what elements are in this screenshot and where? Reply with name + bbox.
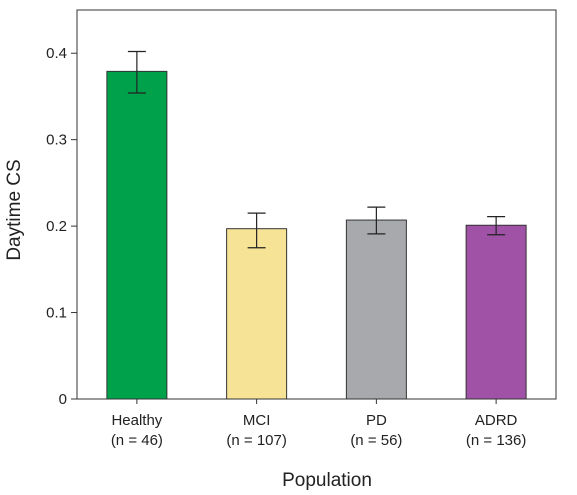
y-tick-label: 0.3: [46, 132, 67, 149]
x-tick-sublabel: (n = 107): [226, 432, 286, 449]
bar: [106, 70, 168, 400]
y-axis-title: Daytime CS: [4, 159, 25, 260]
x-tick-label: ADRD: [475, 412, 518, 429]
x-tick-sublabel: (n = 56): [350, 432, 402, 449]
plot-area: 0 0.1 0.2 0.3 0.4 Healthy (n = 46) MCI (n = 107)…: [46, 9, 557, 449]
y-tick-label: 0: [59, 391, 67, 408]
bar: [345, 219, 407, 400]
x-tick-label: PD: [366, 412, 387, 429]
x-axis-title: Population: [282, 470, 372, 491]
bar: [465, 224, 527, 400]
y-tick-label: 0.4: [46, 45, 67, 62]
x-tick-sublabel: (n = 46): [111, 432, 163, 449]
x-tick-label: Healthy: [111, 412, 162, 429]
y-tick-label: 0.2: [46, 218, 67, 235]
y-tick-label: 0.1: [46, 305, 67, 322]
bar: [226, 228, 288, 400]
x-tick-label: MCI: [243, 412, 271, 429]
x-tick-sublabel: (n = 136): [466, 432, 526, 449]
plot-frame: [76, 9, 557, 400]
